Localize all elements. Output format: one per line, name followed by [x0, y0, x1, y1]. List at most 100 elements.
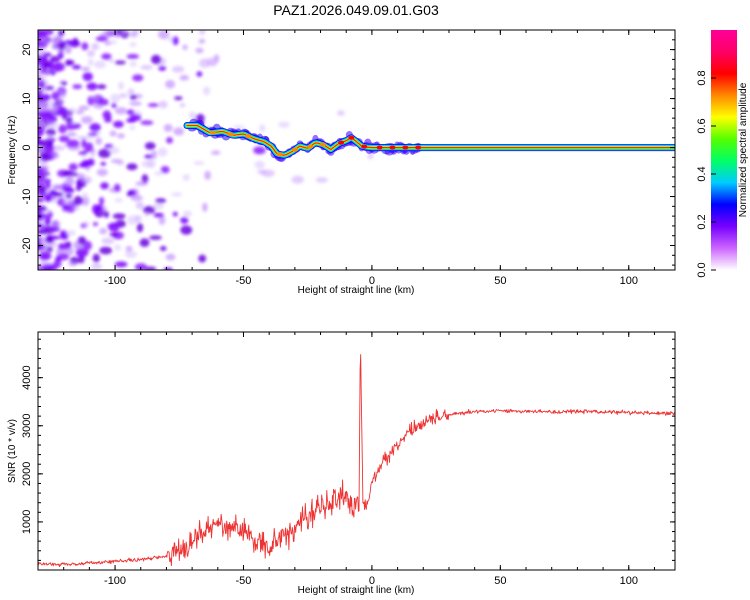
- colorbar: 0.0 0.2 0.4 0.6 0.8 Normalized spectral ampl…: [696, 30, 749, 278]
- snr-x-tick-label: 0: [369, 575, 375, 587]
- spectrogram-noise-blob: [38, 105, 49, 113]
- spectrogram-noise-blob: [193, 161, 205, 165]
- spectrogram-noise-blob: [100, 161, 107, 166]
- spectrogram-noise-blob: [66, 131, 77, 137]
- spectrogram-noise-blob: [253, 146, 266, 155]
- spectrogram-noise-blob: [158, 30, 170, 40]
- spectrogram-noise-blob: [198, 254, 207, 263]
- spectrogram-noise-blob: [115, 159, 125, 166]
- spectrogram-y-tick-label: 10: [21, 92, 33, 104]
- spectrogram-y-label: Frequency (Hz): [7, 116, 18, 185]
- spectrogram-noise-blob: [57, 41, 67, 51]
- spectrogram-noise-blob: [98, 196, 105, 206]
- colorbar-label: Normalized spectral amplitude: [738, 82, 749, 217]
- spectrogram-noise-blob: [81, 196, 90, 207]
- spectrogram-noise-blob: [90, 149, 96, 157]
- spectrogram-noise-blob: [87, 58, 94, 66]
- spectrogram-noise-blob: [140, 120, 154, 126]
- spectrogram-noise-blob: [72, 204, 80, 211]
- spectrogram-noise-blob: [278, 121, 290, 128]
- spectrogram-noise-blob: [51, 34, 63, 43]
- spectrogram-noise-blob: [114, 244, 122, 251]
- spectrogram-noise-blob: [50, 194, 58, 204]
- spectrogram-x-axis: -100 -50 0 50 100: [63, 30, 655, 287]
- spectrogram-noise-blob: [84, 179, 91, 184]
- spectrogram-noise-blob: [204, 170, 211, 180]
- spectrogram-noise-blob: [58, 135, 70, 143]
- spectrogram-x-tick-label: 0: [369, 275, 375, 287]
- spectrogram-noise-blob: [127, 109, 135, 114]
- spectrogram-noise-blob: [118, 81, 125, 90]
- spectrogram-noise-blob: [144, 142, 156, 150]
- spectrogram-noise-blob: [129, 94, 137, 100]
- spectrogram-noise-blob: [94, 60, 107, 69]
- spectrogram-noise-blob: [72, 37, 79, 46]
- snr-y-tick-label: 3000: [21, 414, 33, 438]
- snr-x-tick-label: -50: [236, 575, 252, 587]
- spectrogram-noise-blob: [140, 64, 153, 70]
- spectrogram-noise-blob: [38, 205, 48, 212]
- spectrogram-noise-blob: [56, 248, 62, 257]
- snr-y-tick-label: 2000: [21, 462, 33, 486]
- spectrogram-noise-blob: [126, 191, 133, 197]
- spectrogram-noise-blob: [46, 133, 53, 141]
- spectrogram-y-tick-label: -10: [21, 189, 33, 205]
- spectrogram-noise-blob: [367, 153, 374, 160]
- spectrogram-noise-blob: [108, 58, 115, 63]
- colorbar-tick-label: 0.4: [696, 166, 708, 181]
- spectrogram-noise-blob: [87, 132, 98, 137]
- spectrogram-noise-blob: [142, 205, 156, 214]
- snr-frame: [37, 331, 676, 571]
- spectrogram-noise-blob: [66, 46, 72, 54]
- spectrogram-noise-blob: [92, 253, 100, 263]
- spectrogram-noise-blob: [124, 250, 138, 258]
- spectrogram-noise-blob: [86, 82, 98, 91]
- spectrogram-noise-blob: [92, 222, 99, 227]
- snr-series: [38, 354, 675, 568]
- spectrogram-noise-blob: [45, 180, 51, 190]
- spectrogram-noise-blob: [95, 36, 108, 42]
- spectrogram-noise-blob: [135, 201, 144, 210]
- spectrogram-noise-blob: [55, 255, 62, 261]
- spectrogram-noise-blob: [83, 221, 89, 229]
- spectrogram-noise-blob: [107, 223, 121, 228]
- spectrogram-noise-blob: [45, 104, 56, 113]
- spectrogram-noise-blob: [38, 120, 45, 129]
- spectrogram-noise-blob: [57, 30, 65, 37]
- spectrogram-noise-blob: [195, 47, 204, 54]
- spectrogram-noise-blob: [182, 210, 192, 217]
- spectrogram-noise-blob: [159, 245, 167, 251]
- spectrogram-noise-blob: [198, 38, 206, 44]
- spectrogram-noise-blob: [165, 253, 176, 261]
- spectrogram-noise-blob: [62, 203, 70, 211]
- spectrogram-noise-blob: [188, 111, 197, 120]
- spectrogram-noise-blob: [182, 44, 188, 51]
- spectrogram-noise-blob: [43, 146, 53, 155]
- spectrogram-noise-blob: [57, 243, 67, 250]
- spectrogram-noise-blob: [53, 152, 60, 159]
- spectrogram-noise-blob: [102, 110, 111, 120]
- spectrogram-noise-blob: [38, 237, 42, 242]
- spectrogram-noise-blob: [65, 193, 73, 199]
- spectrogram-noise-blob: [53, 258, 62, 268]
- snr-y-label: SNR (10 * v/v): [7, 419, 18, 483]
- spectrogram-noise-blob: [203, 86, 211, 96]
- spectrogram-noise-blob: [86, 50, 95, 58]
- spectrogram-noise-blob: [127, 88, 135, 96]
- spectrogram-noise-blob: [206, 57, 218, 67]
- spectrogram-noise-blob: [38, 172, 45, 182]
- snr-y-axis: 1000 2000 3000 4000: [21, 338, 675, 561]
- snr-plot-area: [38, 332, 675, 570]
- spectrogram-noise-blob: [114, 60, 126, 65]
- spectrogram-noise-blob: [46, 121, 58, 129]
- spectrogram-noise-blob: [158, 100, 168, 109]
- spectrogram-noise-blob: [180, 216, 189, 224]
- spectrogram-noise-blob: [129, 61, 138, 67]
- spectrogram-noise-blob: [171, 65, 185, 73]
- spectrogram-noise-blob: [91, 43, 100, 51]
- spectrogram-noise-blob: [95, 137, 103, 146]
- spectrogram-noise-blob: [174, 96, 183, 101]
- spectrogram-noise-blob: [38, 80, 46, 89]
- snr-x-tick-label: 100: [620, 575, 638, 587]
